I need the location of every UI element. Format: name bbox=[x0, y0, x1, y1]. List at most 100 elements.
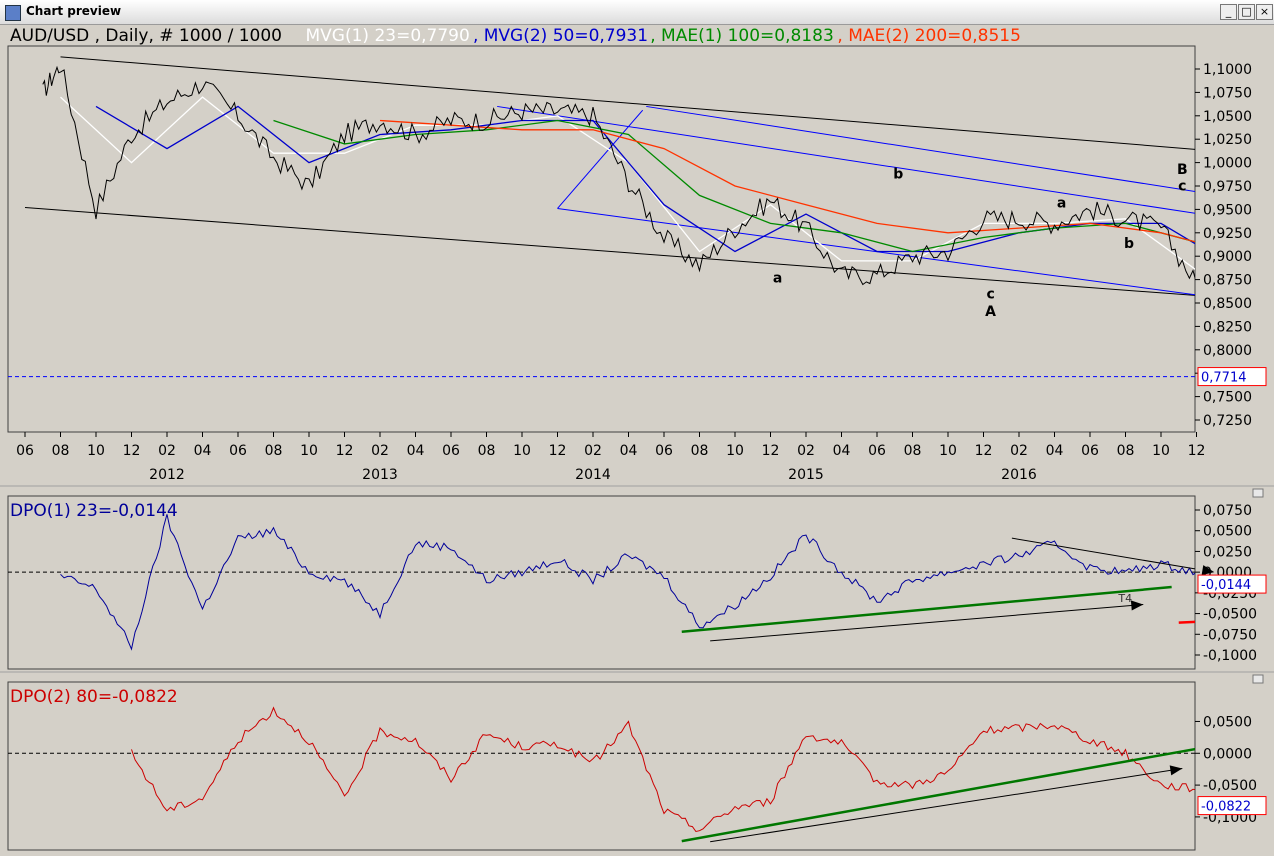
price-y-tick-label: 0,8250 bbox=[1203, 319, 1252, 335]
dpo1-title: DPO(1) 23=-0,0144 bbox=[10, 501, 178, 521]
x-tick-label: 10 bbox=[939, 443, 957, 459]
dpo2-trend-line bbox=[681, 747, 1195, 843]
dpo1-panel bbox=[7, 495, 1196, 670]
x-tick-label: 08 bbox=[691, 443, 709, 459]
minimize-button[interactable]: _ bbox=[1220, 4, 1237, 20]
x-tick-label: 06 bbox=[442, 443, 460, 459]
window-title: Chart preview bbox=[26, 4, 122, 18]
x-tick-label: 06 bbox=[16, 443, 34, 459]
price-trend-line bbox=[557, 109, 644, 209]
price-plot-area: abcAabBca???T3 bbox=[8, 56, 1195, 378]
panel-collapse-icon bbox=[1252, 674, 1264, 684]
dpo1-y-tick-label: 0,0750 bbox=[1203, 503, 1252, 519]
price-series-line bbox=[42, 65, 1195, 286]
dpo1-y-tick-label: -0,0500 bbox=[1203, 607, 1257, 623]
x-tick-label: 02 bbox=[584, 443, 602, 459]
price-y-tick-label: 0,9750 bbox=[1203, 179, 1252, 195]
x-tick-label: 06 bbox=[868, 443, 886, 459]
x-tick-label: 06 bbox=[655, 443, 673, 459]
dpo2-title: DPO(2) 80=-0,0822 bbox=[10, 687, 178, 707]
x-tick-label: 12 bbox=[1188, 443, 1206, 459]
dpo1-trend-line bbox=[681, 585, 1172, 634]
panel-collapse-icon bbox=[1252, 488, 1264, 498]
dpo1-y-tick-label: 0,0250 bbox=[1203, 544, 1252, 560]
x-tick-label: 06 bbox=[1081, 443, 1099, 459]
title-bar[interactable]: Chart preview _ □ × bbox=[0, 0, 1274, 25]
maximize-button[interactable]: □ bbox=[1238, 4, 1255, 20]
price-y-tick-label: 0,7500 bbox=[1203, 390, 1252, 406]
price-trend-line bbox=[60, 56, 1195, 150]
moving-average-line bbox=[60, 96, 1195, 270]
wave-label: a bbox=[773, 270, 782, 286]
wave-label: c bbox=[1178, 179, 1186, 195]
x-tick-label: 12 bbox=[123, 443, 141, 459]
x-tick-label: 12 bbox=[549, 443, 567, 459]
price-y-tick-label: 1,0500 bbox=[1203, 109, 1252, 125]
dpo2-trend-line bbox=[710, 768, 1183, 843]
dpo1-y-tick-label: 0,0500 bbox=[1203, 524, 1252, 540]
x-tick-label: 10 bbox=[300, 443, 318, 459]
x-tick-label: 08 bbox=[265, 443, 283, 459]
price-y-tick-label: 0,9000 bbox=[1203, 249, 1252, 265]
dpo1-trend-line bbox=[1011, 537, 1195, 570]
price-panel bbox=[7, 45, 1196, 433]
dpo2-y-tick-label: 0,0000 bbox=[1203, 746, 1252, 762]
close-button[interactable]: × bbox=[1256, 4, 1273, 20]
x-tick-label: 08 bbox=[478, 443, 496, 459]
x-year-label: 2012 bbox=[149, 467, 185, 483]
dpo2-y-tick-label: 0,0500 bbox=[1203, 714, 1252, 730]
x-tick-label: 10 bbox=[513, 443, 531, 459]
dpo2-last-value-box bbox=[1197, 796, 1267, 816]
price-y-tick-label: 1,0000 bbox=[1203, 156, 1252, 172]
x-tick-label: 12 bbox=[762, 443, 780, 459]
x-tick-label: 08 bbox=[904, 443, 922, 459]
x-tick-label: 08 bbox=[52, 443, 70, 459]
price-trend-line bbox=[557, 207, 1195, 296]
x-tick-label: 12 bbox=[336, 443, 354, 459]
x-tick-label: 10 bbox=[726, 443, 744, 459]
price-trend-line bbox=[24, 207, 1195, 296]
dpo2-last-value: -0,0822 bbox=[1201, 800, 1251, 815]
wave-label: B bbox=[1177, 162, 1188, 178]
x-tick-label: 04 bbox=[620, 443, 638, 459]
price-y-tick-label: 0,8500 bbox=[1203, 296, 1252, 312]
wave-label: b bbox=[1124, 236, 1134, 252]
price-last-value: 0,7714 bbox=[1201, 371, 1247, 386]
moving-average-line bbox=[379, 119, 1195, 243]
price-y-tick-label: 0,9250 bbox=[1203, 226, 1252, 242]
x-tick-label: 04 bbox=[194, 443, 212, 459]
price-y-tick-label: 0,9500 bbox=[1203, 202, 1252, 218]
app-icon bbox=[5, 5, 21, 21]
dpo1-trend-arrow bbox=[1201, 565, 1215, 576]
price-title-part: , MVG(2) 50=0,7931 bbox=[473, 26, 648, 46]
dpo1-series-line bbox=[60, 514, 1195, 651]
x-year-label: 2013 bbox=[362, 467, 398, 483]
price-y-tick-label: 1,1000 bbox=[1203, 62, 1252, 78]
price-title-part: , MAE(2) 200=0,8515 bbox=[837, 26, 1021, 46]
x-year-label: 2015 bbox=[788, 467, 824, 483]
dpo2-series-line bbox=[131, 706, 1195, 833]
price-y-tick-label: 0,7250 bbox=[1203, 413, 1252, 429]
dpo1-trend-line bbox=[710, 603, 1144, 642]
price-y-tick-label: 0,8750 bbox=[1203, 273, 1252, 289]
x-tick-label: 10 bbox=[87, 443, 105, 459]
dpo1-trend-label: T4 bbox=[1117, 592, 1132, 605]
price-y-tick-label: 0,8000 bbox=[1203, 343, 1252, 359]
x-tick-label: 08 bbox=[1117, 443, 1135, 459]
dpo2-plot-area bbox=[8, 706, 1195, 843]
dpo1-last-value-box bbox=[1197, 574, 1267, 594]
moving-average-line bbox=[273, 119, 1195, 253]
x-tick-label: 04 bbox=[407, 443, 425, 459]
x-year-label: 2014 bbox=[575, 467, 611, 483]
dpo1-trend-arrow bbox=[1130, 600, 1144, 611]
price-y-tick-label: 1,0250 bbox=[1203, 132, 1252, 148]
price-trend-line bbox=[646, 105, 1195, 192]
dpo2-panel bbox=[7, 681, 1196, 851]
x-tick-label: 02 bbox=[797, 443, 815, 459]
price-y-tick-label: 1,0750 bbox=[1203, 85, 1252, 101]
x-tick-label: 04 bbox=[1046, 443, 1064, 459]
dpo1-last-value: -0,0144 bbox=[1201, 578, 1251, 593]
dpo1-y-tick-label: -0,0750 bbox=[1203, 627, 1257, 643]
x-tick-label: 02 bbox=[1010, 443, 1028, 459]
